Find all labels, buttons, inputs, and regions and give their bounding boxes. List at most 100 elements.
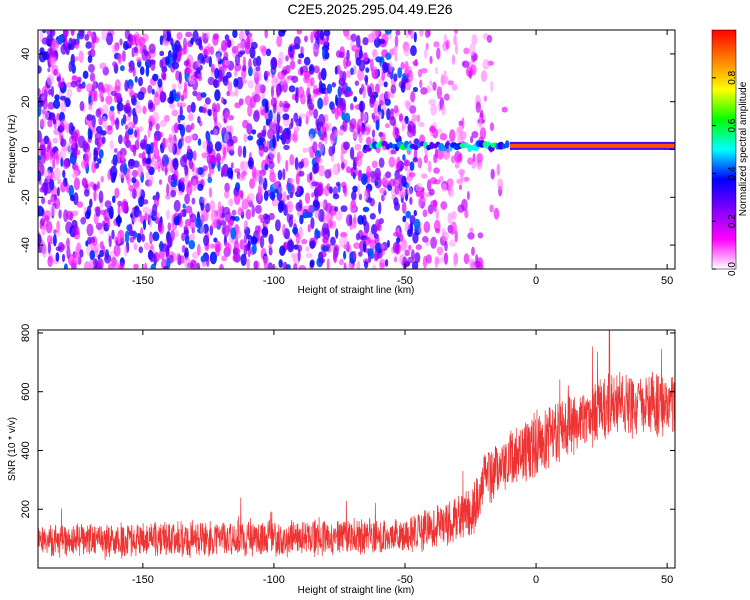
spectrogram-cell xyxy=(243,234,248,245)
spectrogram-cell xyxy=(343,244,350,250)
spectrogram-cell xyxy=(301,65,309,73)
spectrogram-cell xyxy=(42,30,46,34)
spectrogram-cell xyxy=(231,45,239,54)
spectrogram-cell xyxy=(437,128,443,134)
spectrogram-cell xyxy=(212,79,220,88)
spectrogram-cell xyxy=(456,178,464,184)
spectrogram-cell xyxy=(351,44,359,53)
spectrogram-cell xyxy=(132,123,136,129)
spectrogram-cell xyxy=(278,30,286,37)
spectrogram-cell xyxy=(215,103,221,113)
spectrogram-cell xyxy=(401,120,407,129)
spectrogram-cell xyxy=(482,59,490,70)
spectrogram-cell xyxy=(293,263,298,269)
x-tick-label: -150 xyxy=(132,275,154,287)
spectrogram-cell xyxy=(203,46,211,56)
spectrogram-cell xyxy=(287,182,292,195)
spectrogram-cell xyxy=(276,35,283,48)
spectrogram-cell xyxy=(326,83,333,94)
spectrogram-cell xyxy=(398,231,403,238)
spectrogram-cell xyxy=(76,149,81,155)
spectrogram-cell xyxy=(57,34,63,45)
spectrogram-cell xyxy=(73,192,79,206)
spectrogram-cell xyxy=(237,230,242,239)
colorbar-bar xyxy=(711,29,737,270)
spectrogram-cell xyxy=(425,254,432,264)
x-tick-label: -150 xyxy=(132,574,154,586)
spectrogram-cell xyxy=(92,36,100,44)
spectrogram-cell xyxy=(477,232,484,239)
spectrogram-cell xyxy=(369,96,375,109)
spectrogram-cell xyxy=(68,184,74,197)
spectrogram-cell xyxy=(443,93,450,101)
spectrogram-cell xyxy=(167,142,175,153)
spectrogram-cell xyxy=(38,130,42,143)
spectrogram-cell xyxy=(111,259,120,269)
spectrogram-cell xyxy=(250,236,258,246)
spectrogram-cell xyxy=(54,197,61,210)
spectrogram-cell xyxy=(71,63,76,74)
spectrogram-cell xyxy=(388,61,393,73)
spectrogram-cell xyxy=(400,82,406,93)
spectrogram-cell xyxy=(298,161,304,169)
spectrogram-cell xyxy=(440,201,448,210)
spectrogram-cell xyxy=(77,135,86,149)
spectrogram-cell xyxy=(227,39,232,48)
spectrogram-cell xyxy=(221,255,228,262)
spectrogram-cell xyxy=(388,156,396,168)
spectrogram-cell xyxy=(78,50,84,63)
spectrogram-cell xyxy=(196,262,201,269)
spectrogram-cell xyxy=(115,117,120,130)
spectrogram-cell xyxy=(381,49,388,58)
y-tick-label: 800 xyxy=(20,324,32,342)
spectrogram-cell xyxy=(399,114,403,122)
spectrogram-cell xyxy=(38,88,41,97)
spectrogram-cell xyxy=(330,131,336,145)
spectrogram-cell xyxy=(412,232,419,244)
spectrogram-cell xyxy=(449,129,456,143)
spectrogram-cell xyxy=(124,79,129,92)
spectrogram-cell xyxy=(87,127,92,140)
spectrogram-cell xyxy=(255,66,261,72)
spectrogram-cell xyxy=(340,231,348,238)
spectrogram-cell xyxy=(388,48,395,56)
spectrogram-cell xyxy=(231,209,237,216)
spectrogram-cell xyxy=(286,194,290,201)
spectrogram-cell xyxy=(63,30,68,40)
spectrogram-cell xyxy=(138,76,143,87)
spectrogram-cell xyxy=(89,250,96,261)
spectrogram-cell xyxy=(271,75,278,88)
spectrogram-cell xyxy=(408,70,413,83)
spectrogram-cell xyxy=(343,262,347,269)
spectrogram-cell xyxy=(383,81,388,88)
spectrogram-cell xyxy=(370,58,374,72)
spectrogram-cell xyxy=(200,226,205,235)
spectrogram-cell xyxy=(186,145,191,153)
spectrogram-cell xyxy=(404,63,409,75)
spectrogram-cell xyxy=(403,159,411,167)
spectrogram-cell xyxy=(486,34,493,43)
spectrogram-cell xyxy=(188,239,196,250)
spectrogram-cell xyxy=(101,136,106,145)
spectrogram-cell xyxy=(144,213,151,222)
spectrogram-cell xyxy=(173,199,181,212)
spectrogram-cell xyxy=(88,63,95,73)
spectrogram-cell xyxy=(356,260,361,269)
spectrogram-cell xyxy=(328,186,333,194)
spectrogram-cell xyxy=(396,237,401,244)
spectrogram-cell xyxy=(293,36,301,47)
spectrogram-cell xyxy=(287,178,295,184)
spectrogram-cell xyxy=(110,115,115,127)
spectrogram-cell xyxy=(135,100,141,109)
spectrogram-cell xyxy=(167,235,172,249)
spectrogram-cell xyxy=(74,56,79,62)
spectrogram-cell xyxy=(98,190,104,204)
spectrogram-cell xyxy=(275,219,281,232)
spectrogram-cell xyxy=(288,216,293,228)
spectrogram-cell xyxy=(454,42,459,55)
spectrogram-cell xyxy=(229,91,237,97)
snr-background xyxy=(38,330,675,568)
spectrogram-y-label: Frequency (Hz) xyxy=(7,115,18,184)
spectrogram-cell xyxy=(244,30,250,36)
